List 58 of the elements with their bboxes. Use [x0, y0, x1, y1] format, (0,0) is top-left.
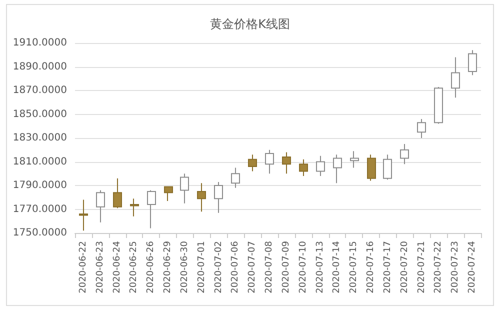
candlestick [79, 199, 88, 232]
x-tick-label: 2020-07-15 [349, 241, 360, 294]
candlestick [468, 50, 477, 76]
x-tick-label: 2020-06-22 [78, 241, 88, 294]
candlestick [417, 118, 426, 138]
x-tick-label: 2020-06-29 [163, 240, 174, 294]
chart-title: 黄金价格K线图 [210, 17, 290, 31]
candlestick [316, 155, 325, 176]
candlestick [265, 149, 274, 174]
x-tick-label: 2020-07-10 [298, 240, 308, 294]
candlestick [180, 173, 189, 204]
candlestick [231, 167, 240, 188]
x-tick-label: 2020-07-20 [400, 240, 410, 294]
x-tick-label: 2020-07-17 [382, 241, 393, 294]
x-tick-label: 2020-06-23 [95, 241, 106, 294]
x-tick-label: 2020-06-30 [180, 240, 190, 294]
candlestick [113, 178, 122, 209]
y-tick-label: 1810.0000 [12, 156, 67, 168]
x-tick-label: 2020-07-22 [434, 241, 444, 294]
x-tick-label: 2020-07-23 [450, 241, 461, 294]
y-tick-label: 1890.0000 [12, 61, 67, 72]
x-tick-label: 2020-07-24 [468, 240, 478, 294]
x-tick-label: 2020-07-02 [214, 241, 224, 294]
x-tick-label: 2020-06-25 [129, 241, 140, 294]
x-tick-label: 2020-07-01 [196, 241, 207, 294]
candlestick [383, 154, 392, 180]
candlestick [96, 190, 105, 223]
candlestick [434, 86, 443, 124]
x-tick-label: 2020-07-06 [230, 240, 241, 294]
candlestick [299, 158, 308, 176]
candlestick [248, 154, 257, 172]
x-tick-label: 2020-07-13 [315, 241, 326, 294]
candlestick [147, 190, 156, 229]
candlestick [350, 150, 359, 168]
y-tick-label: 1770.0000 [12, 204, 67, 215]
x-tick-label: 2020-07-21 [416, 241, 427, 294]
x-tick-label: 2020-07-16 [366, 240, 376, 294]
candlestick [400, 143, 409, 165]
x-tick-label: 2020-07-08 [264, 240, 275, 294]
candlestick [333, 154, 342, 184]
candlestick [451, 56, 460, 98]
candlestick [282, 152, 291, 174]
x-tick-label: 2020-06-24 [112, 240, 122, 294]
y-tick-label: 1850.0000 [12, 108, 67, 120]
y-tick-label: 1870.0000 [12, 85, 67, 96]
x-tick-label: 2020-06-26 [146, 240, 156, 294]
candlestick [164, 186, 173, 202]
candlestick [214, 181, 223, 214]
candlestick [367, 154, 376, 182]
y-tick-label: 1830.0000 [12, 132, 67, 144]
candlestick [197, 182, 206, 212]
x-tick-label: 2020-07-09 [281, 240, 292, 294]
y-tick-label: 1790.0000 [12, 180, 67, 191]
candlestick [130, 198, 139, 217]
y-tick-label: 1910.0000 [12, 38, 67, 48]
x-tick-label: 2020-07-07 [248, 241, 258, 294]
x-tick-label: 2020-07-14 [332, 240, 342, 294]
y-tick-label: 1750.0000 [12, 228, 67, 238]
